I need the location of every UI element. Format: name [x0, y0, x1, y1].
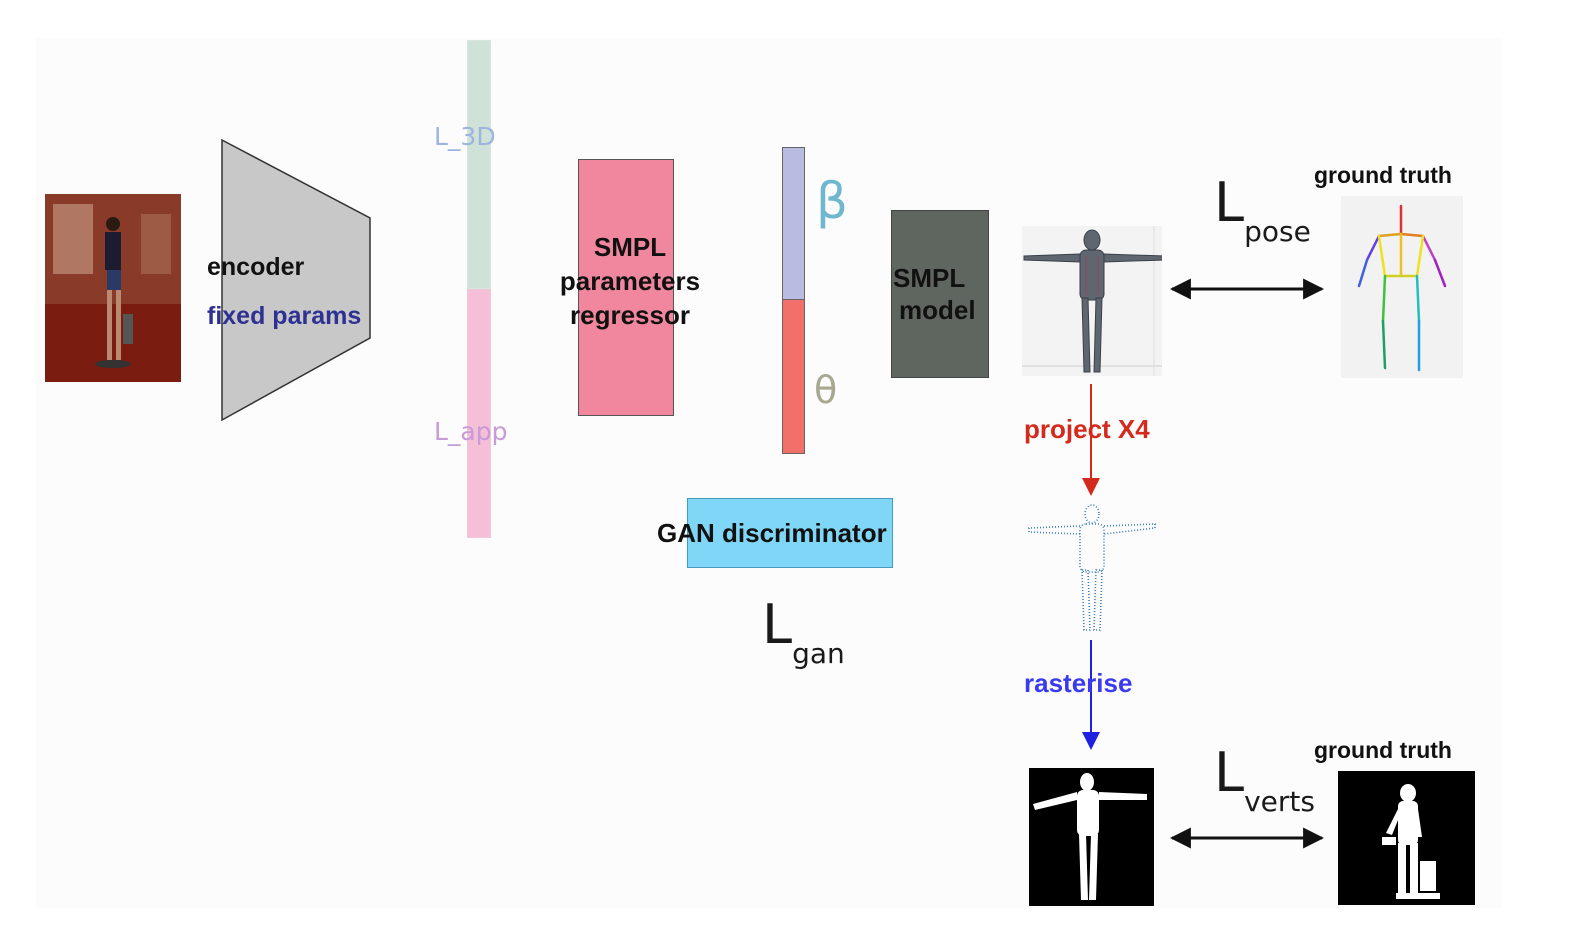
- beta-params-bar: [782, 147, 805, 300]
- feature-bar-3d: [467, 40, 491, 289]
- encoder-label: encoder: [207, 253, 305, 281]
- rasterise-arrowhead: [1082, 732, 1100, 750]
- loss-verts: Lverts: [1214, 746, 1315, 819]
- regressor-line-3: regressor: [570, 300, 690, 330]
- gan-discriminator-block: [687, 498, 893, 568]
- project-x4-label: project X4: [1024, 414, 1150, 444]
- smpl-model-line-1: SMPL: [893, 263, 966, 293]
- gan-discriminator-label: GAN discriminator: [657, 518, 887, 548]
- loss-pose-sub: pose: [1244, 215, 1311, 248]
- theta-params-bar: [782, 300, 805, 454]
- projected-point-cloud: [1028, 504, 1156, 631]
- smpl-regressor-block: [578, 159, 674, 416]
- beta-symbol: β: [816, 172, 848, 230]
- loss-gan: Lgan: [762, 598, 845, 671]
- regressor-line-1: SMPL: [593, 232, 667, 262]
- loss-gan-sub: gan: [792, 637, 845, 670]
- loss-app-label: L_app: [434, 417, 508, 446]
- loss-3d-label: L_3D: [434, 122, 496, 151]
- loss-verts-main: L: [1214, 741, 1245, 804]
- project-arrowhead: [1082, 478, 1100, 496]
- loss-gan-main: L: [762, 593, 793, 656]
- loss-pose: Lpose: [1214, 176, 1311, 249]
- feature-bar-app: [467, 289, 491, 538]
- ground-truth-label-bottom: ground truth: [1314, 737, 1452, 763]
- loss-pose-main: L: [1214, 171, 1245, 234]
- smpl-regressor-label: SMPL parameters regressor: [540, 230, 720, 332]
- ground-truth-label-top: ground truth: [1314, 162, 1452, 188]
- pose-skeleton-ground-truth: [1341, 196, 1463, 378]
- encoder-fixed-params-label: fixed params: [207, 302, 362, 330]
- rendered-silhouette: [1029, 768, 1154, 906]
- smpl-model-label: SMPL model: [893, 262, 976, 326]
- theta-symbol: θ: [814, 368, 838, 412]
- ground-truth-silhouette: [1338, 771, 1475, 905]
- encoder-block: [221, 138, 371, 422]
- smpl-model-block: [891, 210, 989, 378]
- smpl-model-line-2: model: [899, 295, 976, 325]
- loss-verts-sub: verts: [1244, 785, 1315, 818]
- rasterise-label: rasterise: [1024, 668, 1133, 698]
- input-photo: [45, 194, 181, 382]
- smpl-mesh-render: [1022, 226, 1162, 376]
- regressor-line-2: parameters: [559, 266, 701, 296]
